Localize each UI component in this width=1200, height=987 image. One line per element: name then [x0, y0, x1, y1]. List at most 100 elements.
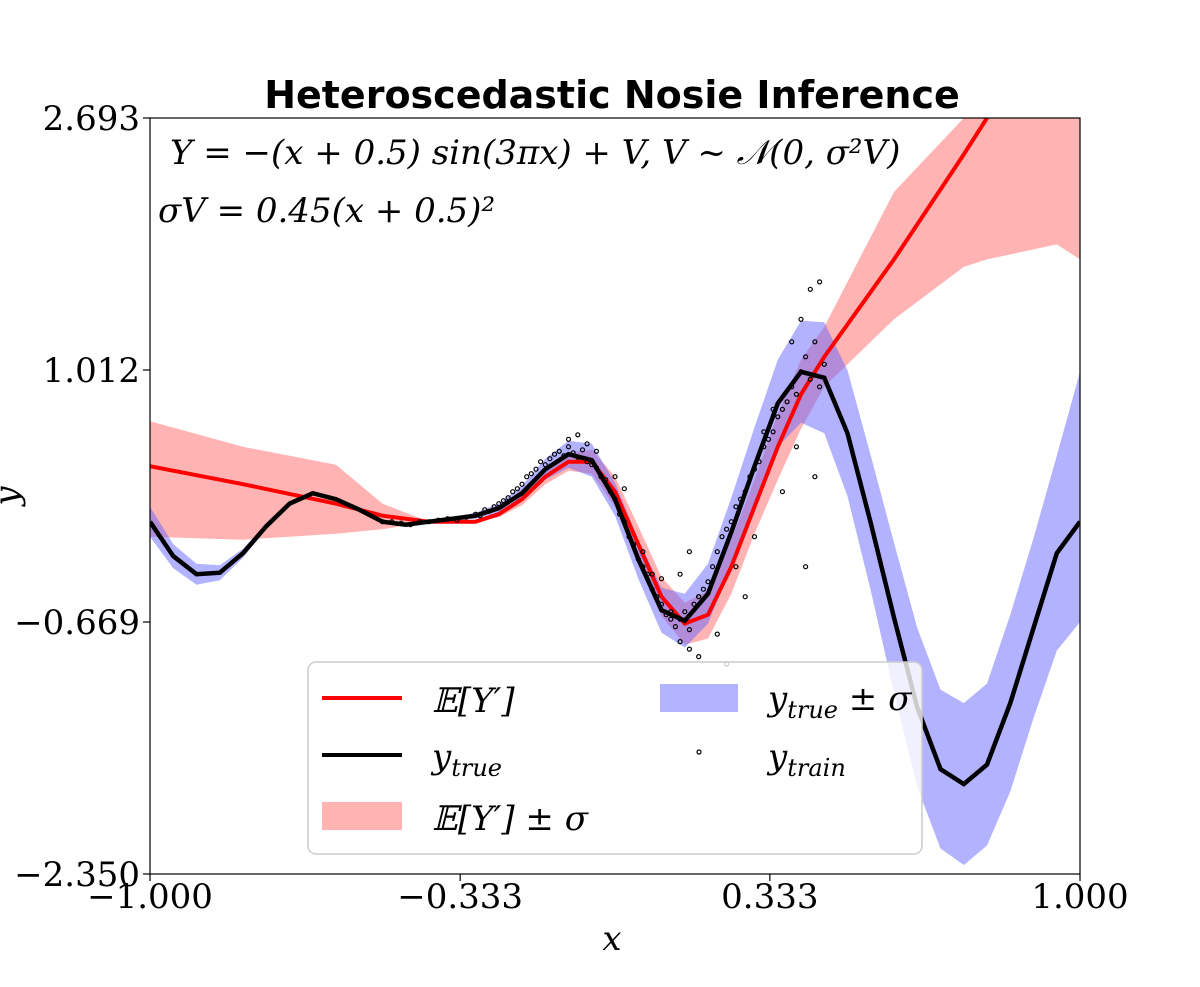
train-point [463, 514, 469, 520]
train-point [584, 441, 590, 447]
train-point [612, 474, 618, 480]
train-point [626, 534, 632, 540]
train-point [672, 623, 679, 630]
train-point [789, 339, 795, 345]
train-point [398, 520, 404, 526]
train-point [756, 459, 762, 465]
train-point [691, 601, 697, 607]
train-point [714, 549, 720, 555]
legend-mean-band-label: 𝔼[Y′] ± σ [432, 799, 589, 839]
train-point [654, 594, 660, 600]
train-point [635, 556, 641, 562]
train-point [793, 444, 800, 450]
train-point [575, 432, 581, 438]
mean-band-area [150, 118, 1080, 645]
true-band-area [150, 320, 1080, 865]
train-point [547, 456, 553, 462]
train-point [677, 571, 683, 577]
train-point [789, 384, 795, 390]
train-point [668, 609, 674, 615]
y-tick-label: 2.693 [43, 99, 140, 139]
train-point [686, 549, 693, 555]
train-point [751, 534, 758, 540]
legend-train-label: ytrain [766, 737, 846, 782]
train-point [775, 414, 781, 420]
train-point [640, 549, 646, 555]
train-point [533, 466, 539, 472]
x-tick-label: −0.333 [397, 877, 523, 917]
train-point [770, 406, 776, 412]
train-point [742, 594, 748, 600]
train-point [677, 638, 683, 645]
train-point [472, 511, 479, 517]
train-point [565, 436, 572, 442]
y-axis-label: y [0, 486, 27, 508]
train-point [649, 586, 655, 592]
train-point [742, 489, 748, 495]
train-point [770, 429, 776, 435]
train-point [779, 489, 786, 495]
train-point [570, 450, 576, 456]
train-point [686, 646, 693, 652]
legend-train-marker [696, 749, 702, 755]
train-point [733, 504, 739, 510]
train-point [677, 616, 683, 622]
train-point [761, 429, 767, 435]
y-axis: −2.350 −0.669 1.012 2.693 [14, 99, 150, 895]
train-point [417, 519, 423, 525]
train-point [696, 594, 702, 600]
train-point [524, 474, 530, 480]
true-line [150, 369, 1080, 787]
train-point [747, 474, 753, 480]
train-point [551, 451, 558, 457]
train-point [733, 564, 739, 570]
legend-mean-band-patch [322, 802, 402, 830]
train-point [593, 448, 600, 454]
train-point [579, 447, 586, 453]
train-point [802, 564, 809, 570]
x-axis: −1.000 −0.333 0.333 1.000 [87, 874, 1129, 917]
train-point [607, 489, 614, 495]
train-point [612, 496, 618, 502]
train-point [649, 571, 655, 577]
train-point [407, 522, 413, 528]
y-tick-label: −0.669 [14, 603, 140, 643]
train-point [589, 462, 595, 468]
train-point [668, 616, 674, 622]
legend-true-band-patch [660, 684, 738, 712]
legend-box [307, 661, 923, 855]
train-point [496, 501, 502, 507]
train-point [616, 511, 623, 517]
train-point [477, 513, 483, 519]
train-point [807, 376, 813, 382]
train-point [500, 498, 506, 504]
legend: 𝔼[Y′] ytrue 𝔼[Y′] ± σ ytrue ± σ ytrain [307, 661, 923, 855]
train-point [802, 354, 809, 360]
train-point [761, 444, 767, 450]
train-point [575, 454, 581, 460]
train-point [644, 571, 651, 577]
train-point [784, 399, 790, 405]
train-point [621, 486, 627, 492]
train-point [598, 474, 604, 480]
train-point [682, 609, 688, 615]
train-point [505, 495, 511, 501]
plot-area [150, 118, 1080, 865]
train-point [565, 444, 572, 450]
train-point [542, 462, 548, 468]
train-point [798, 316, 804, 322]
x-axis-label: x [602, 919, 621, 959]
legend-mean-label: 𝔼[Y′] [432, 681, 515, 721]
train-point [603, 477, 609, 483]
chart-title: Heteroscedastic Nosie Inference [264, 73, 960, 117]
train-point [728, 519, 734, 525]
train-point [584, 459, 590, 465]
train-point [751, 466, 758, 472]
train-point [426, 519, 432, 525]
train-point [658, 576, 665, 582]
train-point [812, 474, 818, 480]
train-point [561, 453, 567, 459]
train-point [663, 612, 669, 618]
train-point [593, 465, 600, 471]
